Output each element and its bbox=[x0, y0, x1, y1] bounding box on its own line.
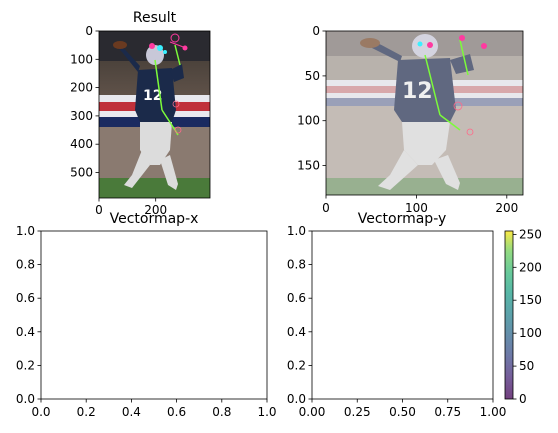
vectormap-x-xtick-label: 0.8 bbox=[212, 405, 231, 419]
vectormap-y-xtick-label: 0.25 bbox=[344, 405, 371, 419]
vectormap-y-x-ticks: 0.00 0.25 0.50 0.75 1.00 bbox=[299, 399, 507, 419]
overlay-ytick-label: 0 bbox=[312, 24, 320, 38]
vectormap-x-ytick-label: 0.2 bbox=[16, 358, 35, 372]
overlay-xtick-label: 0 bbox=[322, 201, 330, 215]
result-y-ticks: 0 100 200 300 400 500 bbox=[70, 24, 99, 180]
subplot-vectormap-x: Vectormap-x 0.0 0.2 0.4 0.6 0.8 1.0 0.0 … bbox=[16, 211, 277, 419]
result-ytick-label: 300 bbox=[70, 109, 93, 123]
result-xtick-label: 200 bbox=[144, 203, 167, 217]
vectormap-y-ytick-label: 0.8 bbox=[287, 258, 306, 272]
subplot-vectormap-y: Vectormap-y 0.0 0.2 0.4 0.6 0.8 1.0 0.00… bbox=[287, 211, 542, 419]
subplot-overlay: 12 0 50 100 150 bbox=[297, 24, 524, 215]
colorbar: 0 50 100 150 200 250 bbox=[504, 227, 542, 406]
overlay-ytick-label: 150 bbox=[297, 159, 320, 173]
result-title: Result bbox=[133, 10, 177, 26]
colorbar-gradient bbox=[504, 230, 514, 400]
vectormap-y-ytick-label: 0.4 bbox=[287, 325, 306, 339]
overlay-y-ticks: 0 50 100 150 bbox=[297, 24, 326, 173]
vectormap-x-ytick-label: 0.8 bbox=[16, 258, 35, 272]
colorbar-tick-label: 100 bbox=[519, 326, 542, 340]
overlay-photo: 12 bbox=[326, 31, 523, 195]
vectormap-y-ytick-label: 1.0 bbox=[287, 224, 306, 238]
vectormap-x-y-ticks: 0.0 0.2 0.4 0.6 0.8 1.0 bbox=[16, 224, 41, 406]
vectormap-y-title: Vectormap-y bbox=[358, 211, 447, 227]
overlay-xtick-label: 200 bbox=[495, 201, 518, 215]
svg-text:12: 12 bbox=[402, 79, 433, 104]
result-ytick-label: 500 bbox=[70, 166, 93, 180]
colorbar-tick-label: 200 bbox=[519, 260, 542, 274]
vectormap-x-xtick-label: 0.0 bbox=[31, 405, 50, 419]
subplot-result: Result 12 bbox=[70, 10, 211, 217]
vectormap-y-xtick-label: 0.75 bbox=[434, 405, 461, 419]
vectormap-y-xtick-label: 0.00 bbox=[299, 405, 326, 419]
result-xtick-label: 0 bbox=[95, 203, 103, 217]
vectormap-x-title: Vectormap-x bbox=[110, 211, 199, 227]
overlay-x-ticks: 0 100 200 bbox=[322, 195, 518, 215]
result-x-ticks: 0 200 bbox=[95, 198, 167, 217]
vectormap-y-y-ticks: 0.0 0.2 0.4 0.6 0.8 1.0 bbox=[287, 224, 312, 406]
colorbar-tick-label: 250 bbox=[519, 227, 542, 241]
vectormap-x-x-ticks: 0.0 0.2 0.4 0.6 0.8 1.0 bbox=[31, 399, 277, 419]
vectormap-x-xtick-label: 1.0 bbox=[257, 405, 276, 419]
vectormap-x-xtick-label: 0.2 bbox=[77, 405, 96, 419]
result-ytick-label: 100 bbox=[70, 52, 93, 66]
vectormap-x-ytick-label: 0.4 bbox=[16, 325, 35, 339]
result-ytick-label: 200 bbox=[70, 81, 93, 95]
overlay-ytick-label: 100 bbox=[297, 114, 320, 128]
overlay-ytick-label: 50 bbox=[305, 69, 320, 83]
colorbar-tick-label: 150 bbox=[519, 293, 542, 307]
vectormap-x-xtick-label: 0.4 bbox=[122, 405, 141, 419]
vectormap-y-ytick-label: 0.2 bbox=[287, 358, 306, 372]
vectormap-x-ytick-label: 1.0 bbox=[16, 224, 35, 238]
vectormap-x-xtick-label: 0.6 bbox=[167, 405, 186, 419]
result-photo: 12 bbox=[99, 31, 210, 198]
vectormap-x-ytick-label: 0.6 bbox=[16, 291, 35, 305]
result-ytick-label: 400 bbox=[70, 137, 93, 151]
vectormap-y-xtick-label: 0.50 bbox=[389, 405, 416, 419]
vectormap-y-ytick-label: 0.0 bbox=[287, 392, 306, 406]
vectormap-y-ytick-label: 0.6 bbox=[287, 291, 306, 305]
vectormap-y-xtick-label: 1.00 bbox=[480, 405, 507, 419]
colorbar-tick-label: 0 bbox=[519, 392, 527, 406]
colorbar-tick-label: 50 bbox=[519, 359, 534, 373]
overlay-xtick-label: 100 bbox=[405, 201, 428, 215]
svg-text:12: 12 bbox=[143, 88, 162, 104]
result-ytick-label: 0 bbox=[85, 24, 93, 38]
vectormap-x-ytick-label: 0.0 bbox=[16, 392, 35, 406]
